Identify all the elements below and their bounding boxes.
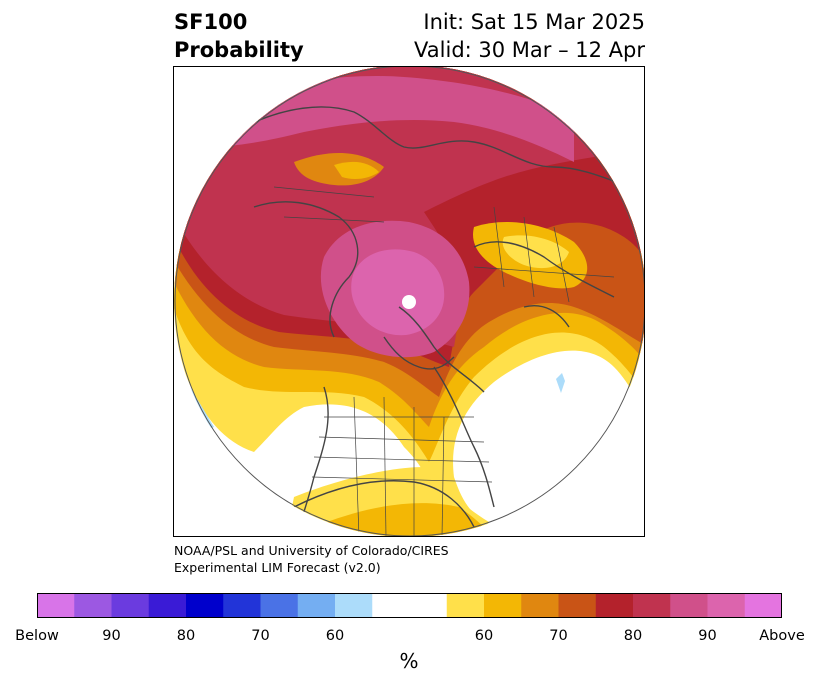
prob-fleck-blue — [556, 373, 565, 393]
prob-patch-russia-inner — [334, 161, 379, 180]
colorbar-swatch-16 — [670, 593, 708, 618]
colorbar-swatch-9 — [372, 593, 448, 618]
colorbar-swatch-6 — [260, 593, 299, 618]
colorbar-swatch-13 — [558, 593, 597, 618]
colorbar-swatch-5 — [223, 593, 261, 618]
credit-line-2: Experimental LIM Forecast (v2.0) — [174, 560, 381, 575]
colorbar-tick-label: Above — [759, 628, 805, 644]
colorbar-tick-label: 80 — [176, 628, 196, 644]
map-canvas — [174, 67, 644, 536]
colorbar-swatch-15 — [633, 593, 671, 618]
prob-band-above-center — [351, 249, 445, 336]
colorbar-swatch-8 — [335, 593, 373, 618]
colorbar-border — [37, 593, 782, 618]
colorbar-tick-label: 60 — [474, 628, 494, 644]
colorbar-tick-label: 80 — [623, 628, 643, 644]
colorbar-swatch-4 — [186, 593, 224, 618]
colorbar-swatch-2 — [111, 593, 150, 618]
colorbar-tick-label: 60 — [325, 628, 345, 644]
colorbar-unit: % — [399, 649, 419, 673]
colorbar-tick-label: 90 — [698, 628, 717, 644]
init-date: Init: Sat 15 Mar 2025 — [423, 10, 645, 34]
map-credit: NOAA/PSL and University of Colorado/CIRE… — [174, 542, 449, 576]
colorbar-tick-label: 70 — [251, 628, 270, 644]
globe-edge — [174, 67, 644, 536]
colorbar — [37, 593, 782, 618]
probability-map — [173, 66, 645, 537]
colorbar-swatch-18 — [744, 593, 782, 618]
colorbar-swatch-14 — [595, 593, 634, 618]
colorbar-swatch-10 — [446, 593, 485, 618]
valid-range: Valid: 30 Mar – 12 Apr — [414, 38, 645, 62]
colorbar-swatch-7 — [297, 593, 336, 618]
colorbar-swatch-0 — [37, 593, 75, 618]
prob-band-90-top — [204, 76, 574, 162]
colorbar-tick-label: Below — [15, 628, 59, 644]
map-title: SF100 Probability — [174, 8, 304, 64]
colorbar-swatch-1 — [74, 593, 112, 618]
colorbar-swatch-12 — [521, 593, 559, 618]
colorbar-swatch-17 — [707, 593, 746, 618]
map-dates: Init: Sat 15 Mar 2025 Valid: 30 Mar – 12… — [414, 8, 645, 64]
title-product-line2: Probability — [174, 38, 304, 62]
colorbar-swatch-11 — [484, 593, 522, 618]
title-product: SF100 — [174, 10, 248, 34]
colorbar-tick-label: 70 — [549, 628, 568, 644]
prob-fleck-blue-2 — [184, 377, 214, 429]
colorbar-tick-label: 90 — [102, 628, 121, 644]
pole-hole — [402, 295, 416, 309]
colorbar-swatch-3 — [148, 593, 187, 618]
borders — [273, 186, 615, 536]
credit-line-1: NOAA/PSL and University of Colorado/CIRE… — [174, 543, 449, 558]
